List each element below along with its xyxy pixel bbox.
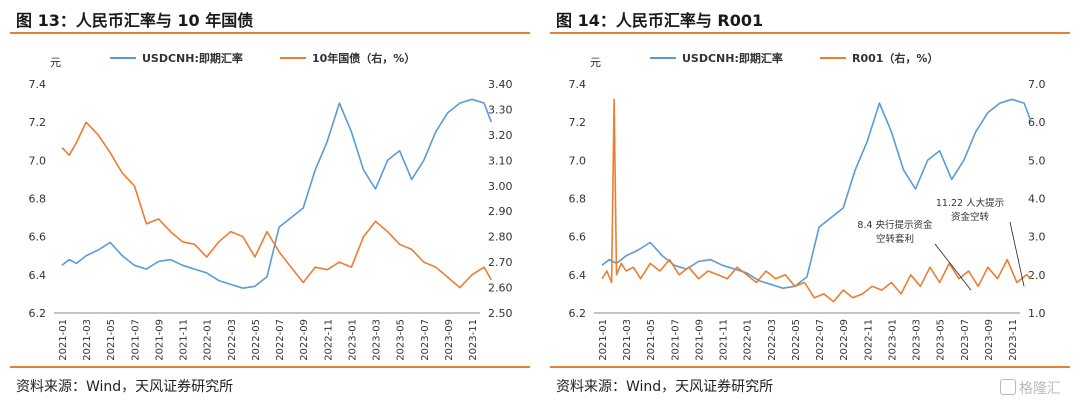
y-tick-right: 7.0 [1028, 78, 1046, 91]
y-tick-right: 2.90 [488, 205, 513, 218]
y-tick-right: 2.0 [1028, 269, 1046, 282]
chart-panel-13: 图 13：人民币汇率与 10 年国债 元 6.2 6.4 6.6 6.8 7.0 7.2 7.… [10, 0, 535, 407]
x-tick-label: 2023-03 [912, 319, 923, 361]
source-rule [550, 366, 1070, 368]
chart-source: 资料来源：Wind，天风证券研究所 [556, 379, 774, 395]
x-tick-label: 2021-03 [622, 319, 633, 361]
y-tick-right: 3.40 [488, 78, 513, 91]
legend-label: 10年国债（右，%） [312, 51, 415, 65]
annotation-text: 11.22 人大提示 [936, 197, 1004, 209]
x-tick-label: 2022-09 [299, 319, 310, 361]
x-tick-label: 2022-07 [815, 319, 826, 361]
x-tick-label: 2023-05 [396, 319, 407, 361]
watermark-logo-icon [1000, 379, 1016, 395]
x-tick-label: 2022-07 [275, 319, 286, 361]
x-tick-label: 2023-01 [347, 319, 358, 361]
annotation-text: 8.4 央行提示资金 [857, 219, 933, 231]
y-tick-right: 2.70 [488, 256, 513, 269]
chart-13-plot: 元 6.2 6.4 6.6 6.8 7.0 7.2 7.4 2.50 2.60 2.70 2.80 2.… [29, 51, 513, 361]
y-tick-left: 6.2 [569, 307, 587, 320]
x-tick-label: 2021-07 [130, 319, 141, 361]
y-tick-left: 7.0 [29, 154, 47, 167]
chart-title: 图 14：人民币汇率与 R001 [556, 11, 764, 30]
chart-14-plot: 元 6.2 6.4 6.6 6.8 7.0 7.2 7.4 1.0 2.0 3.0 4.0 5.0 6.0… [569, 51, 1046, 361]
y-tick-right: 3.00 [488, 180, 513, 193]
y-tick-left: 7.2 [29, 116, 47, 129]
x-tick-label: 2022-09 [839, 319, 850, 361]
annotation-text: 空转套利 [876, 233, 914, 245]
y-tick-right: 2.80 [488, 231, 513, 244]
y-tick-left: 6.2 [29, 307, 47, 320]
x-tick-label: 2021-11 [719, 319, 730, 361]
x-tick-label: 2021-01 [598, 319, 609, 361]
title-rule [10, 32, 530, 34]
x-tick-label: 2021-05 [106, 319, 117, 361]
x-tick-label: 2021-09 [694, 319, 705, 361]
series-line-right [601, 98, 1032, 303]
annotation-leader [934, 243, 972, 291]
source-rule [10, 366, 530, 368]
x-tick-label: 2021-01 [58, 319, 69, 361]
x-tick-label: 2022-03 [767, 319, 778, 361]
y-tick-right: 2.60 [488, 282, 513, 295]
x-tick-label: 2022-01 [743, 319, 754, 361]
chart-title: 图 13：人民币汇率与 10 年国债 [16, 11, 254, 30]
y-tick-right: 3.0 [1028, 231, 1046, 244]
annotation-text: 资金空转 [951, 211, 990, 223]
chart-source: 资料来源：Wind，天风证券研究所 [16, 379, 234, 395]
y-tick-left: 7.4 [29, 78, 47, 91]
y-axis-label: 元 [50, 56, 61, 69]
legend-label: USDCNH:即期汇率 [682, 51, 783, 65]
x-tick-label: 2023-09 [984, 319, 995, 361]
y-tick-right: 3.10 [488, 154, 513, 167]
x-tick-label: 2022-05 [251, 319, 262, 361]
x-tick-label: 2022-05 [791, 319, 802, 361]
legend-label: R001（右，%） [852, 51, 938, 65]
y-tick-left: 6.4 [29, 269, 47, 282]
x-tick-label: 2021-05 [646, 319, 657, 361]
y-tick-right: 3.20 [488, 129, 513, 142]
x-tick-label: 2021-11 [179, 319, 190, 361]
x-tick-label: 2021-09 [154, 319, 165, 361]
legend-label: USDCNH:即期汇率 [142, 51, 243, 65]
x-tick-label: 2023-11 [1008, 319, 1019, 361]
x-tick-label: 2023-01 [887, 319, 898, 361]
y-tick-left: 7.4 [569, 78, 587, 91]
y-tick-right: 6.0 [1028, 116, 1046, 129]
chart-panel-14: 图 14：人民币汇率与 R001 元 6.2 6.4 6.6 6.8 7.0 7.2 7.4 1… [550, 0, 1075, 407]
x-tick-label: 2023-09 [444, 319, 455, 361]
y-axis-label: 元 [590, 56, 601, 69]
series-line-usdcnh [61, 98, 493, 289]
x-tick-label: 2022-11 [323, 319, 334, 361]
y-tick-right: 1.0 [1028, 307, 1046, 320]
y-tick-left: 7.2 [569, 116, 587, 129]
x-tick-label: 2023-05 [936, 319, 947, 361]
series-line-right [61, 121, 492, 289]
x-tick-label: 2023-11 [468, 319, 479, 361]
y-tick-left: 7.0 [569, 154, 587, 167]
x-tick-label: 2021-03 [82, 319, 93, 361]
y-tick-right: 4.0 [1028, 193, 1046, 206]
y-tick-left: 6.8 [569, 193, 587, 206]
x-tick-label: 2022-03 [227, 319, 238, 361]
annotation-leader [1009, 221, 1025, 287]
y-tick-left: 6.6 [569, 231, 587, 244]
y-tick-right: 5.0 [1028, 154, 1046, 167]
x-tick-label: 2022-11 [863, 319, 874, 361]
x-tick-label: 2021-07 [670, 319, 681, 361]
y-tick-left: 6.8 [29, 193, 47, 206]
x-tick-label: 2023-07 [960, 319, 971, 361]
series-line-usdcnh [601, 98, 1033, 289]
y-tick-left: 6.4 [569, 269, 587, 282]
x-tick-label: 2022-01 [203, 319, 214, 361]
y-tick-right: 3.30 [488, 103, 513, 116]
watermark: 格隆汇 [1000, 378, 1061, 398]
x-tick-label: 2023-03 [372, 319, 383, 361]
title-rule [550, 32, 1070, 34]
watermark-text: 格隆汇 [1019, 381, 1061, 397]
x-tick-label: 2023-07 [420, 319, 431, 361]
y-tick-right: 2.50 [488, 307, 513, 320]
y-tick-left: 6.6 [29, 231, 47, 244]
